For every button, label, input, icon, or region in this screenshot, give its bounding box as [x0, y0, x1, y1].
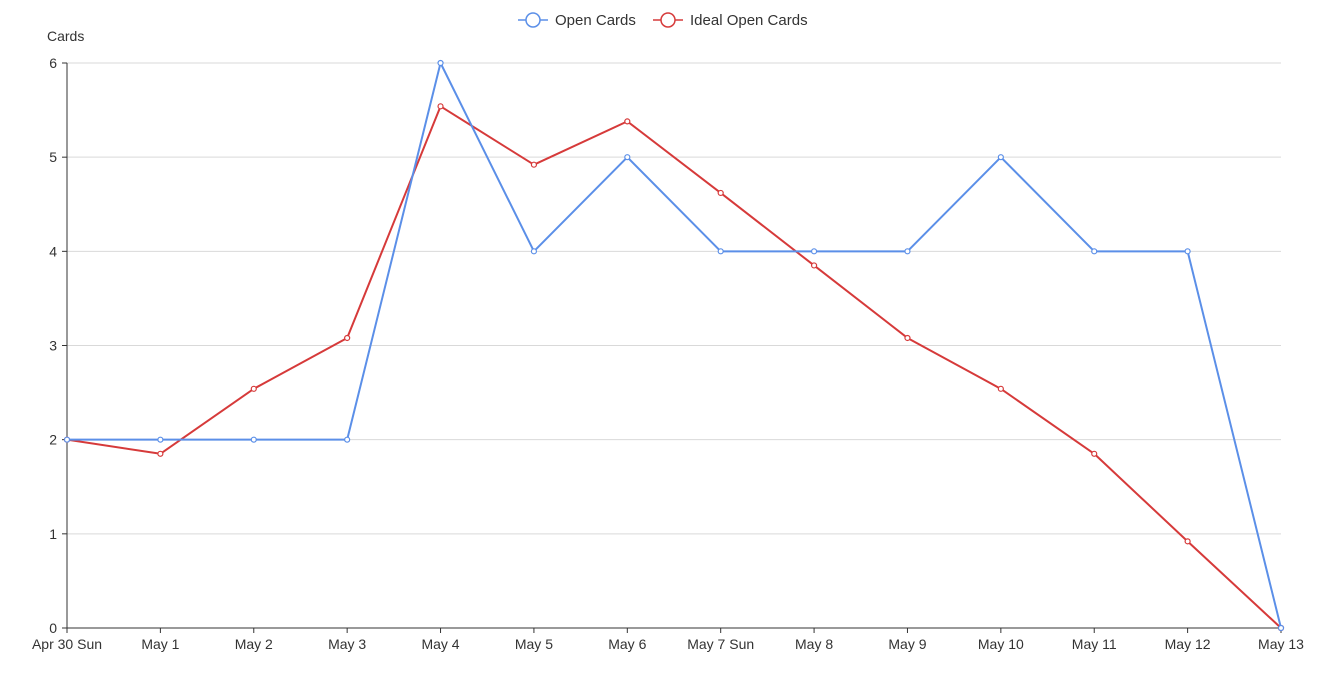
legend-label-0: Open Cards — [555, 12, 636, 29]
legend-item-1[interactable]: Ideal Open Cards — [653, 12, 808, 29]
data-point-1-9[interactable] — [904, 334, 911, 342]
data-point-0-12[interactable] — [1184, 248, 1191, 255]
data-point-1-6[interactable] — [624, 118, 631, 125]
x-tick-label-11: May 11 — [1072, 636, 1117, 652]
series-line-1 — [66, 105, 1282, 629]
x-tick-label-5: May 5 — [515, 636, 553, 652]
x-tick-label-8: May 8 — [795, 636, 833, 652]
x-tick-label-6: May 6 — [608, 636, 646, 652]
y-tick-label-6: 6 — [49, 55, 57, 71]
data-point-0-1[interactable] — [157, 436, 164, 443]
data-point-0-5[interactable] — [530, 248, 538, 255]
data-point-1-12[interactable] — [1184, 538, 1191, 545]
data-point-1-1[interactable] — [157, 450, 164, 457]
data-point-0-11[interactable] — [1091, 248, 1098, 255]
data-point-0-3[interactable] — [344, 436, 351, 443]
y-tick-label-4: 4 — [49, 243, 57, 259]
x-tick-label-12: May 12 — [1165, 636, 1211, 652]
x-tick-label-13: May 13 — [1258, 636, 1304, 652]
series-line-0 — [67, 62, 1282, 629]
series-1 — [63, 103, 1285, 632]
axes: Cards 0 1 2 3 4 5 6 Apr 30 Sun May 1 May 2 May 3 Ma… — [32, 28, 1304, 652]
data-point-0-13[interactable] — [1277, 624, 1285, 632]
data-point-1-8[interactable] — [810, 262, 818, 269]
data-point-0-10[interactable] — [997, 154, 1004, 161]
data-point-1-10[interactable] — [997, 385, 1004, 392]
data-point-0-0[interactable] — [63, 436, 71, 443]
x-tick-label-10: May 10 — [978, 636, 1024, 652]
x-tick-label-7: May 7 Sun — [687, 636, 754, 652]
series-lines — [63, 59, 1285, 632]
legend-item-0[interactable]: Open Cards — [518, 12, 636, 29]
x-tick-label-2: May 2 — [235, 636, 273, 652]
x-tick-label-0: Apr 30 Sun — [32, 636, 102, 652]
x-tick-label-1: May 1 — [141, 636, 179, 652]
y-tick-label-0: 0 — [49, 620, 57, 636]
y-axis-title: Cards — [47, 28, 84, 44]
data-point-0-8[interactable] — [810, 248, 818, 255]
data-point-0-7[interactable] — [717, 248, 724, 255]
y-tick-label-5: 5 — [49, 149, 57, 165]
legend-marker-0 — [525, 12, 541, 28]
data-point-1-2[interactable] — [250, 385, 257, 392]
x-tick-label-9: May 9 — [888, 636, 926, 652]
legend[interactable]: Open Cards Ideal Open Cards — [518, 12, 808, 29]
x-tick-label-4: May 4 — [421, 636, 459, 652]
grid-lines — [67, 62, 1281, 535]
series-0 — [63, 59, 1285, 632]
data-point-0-2[interactable] — [250, 436, 257, 443]
y-tick-label-2: 2 — [49, 432, 57, 448]
y-tick-label-1: 1 — [49, 526, 57, 542]
data-point-0-9[interactable] — [904, 248, 911, 255]
legend-label-1: Ideal Open Cards — [690, 12, 808, 29]
legend-marker-1 — [660, 12, 676, 28]
data-point-0-4[interactable] — [437, 59, 444, 67]
data-point-0-6[interactable] — [624, 154, 631, 161]
x-tick-label-3: May 3 — [328, 636, 366, 652]
data-point-1-5[interactable] — [530, 161, 538, 168]
data-point-1-11[interactable] — [1091, 450, 1098, 457]
y-tick-label-3: 3 — [49, 338, 57, 354]
data-point-1-4[interactable] — [437, 103, 444, 110]
data-point-1-7[interactable] — [717, 189, 724, 197]
data-point-1-3[interactable] — [344, 334, 351, 342]
